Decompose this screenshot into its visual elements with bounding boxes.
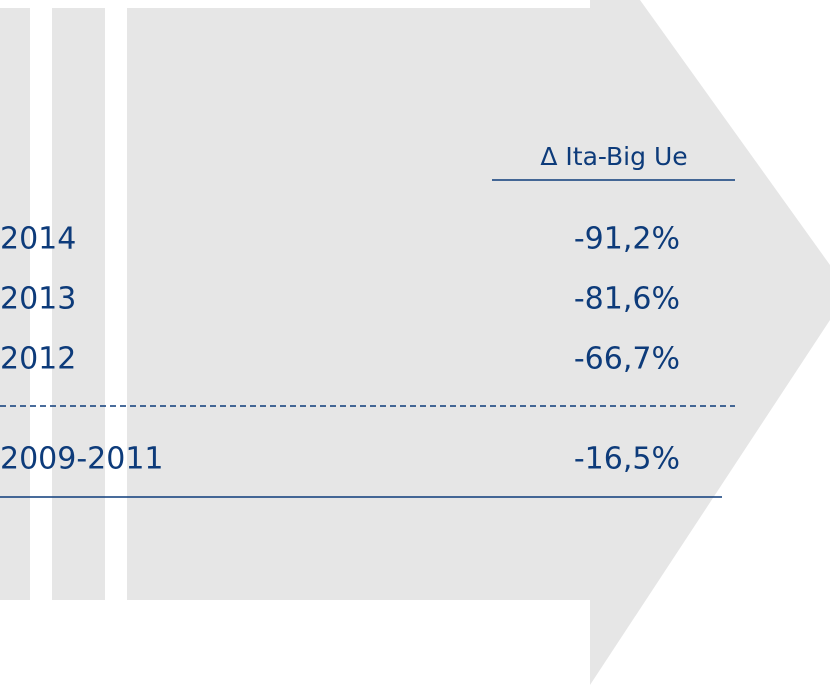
row-value: -81,6% [574,282,680,317]
row-value: -16,5% [574,442,680,477]
stripe [30,0,52,600]
row-label: 2009-2011 [0,442,164,477]
row-label: 2013 [0,282,76,317]
stripe [105,0,127,600]
table-body: 2014 -91,2% 2013 -81,6% 2012 -66,7% 2009-2011 -… [0,222,680,477]
row-value: -91,2% [574,222,680,257]
column-header: Δ Ita-Big Ue [540,142,687,171]
row-value: -66,7% [574,342,680,377]
row-label: 2012 [0,342,76,377]
row-label: 2014 [0,222,76,257]
